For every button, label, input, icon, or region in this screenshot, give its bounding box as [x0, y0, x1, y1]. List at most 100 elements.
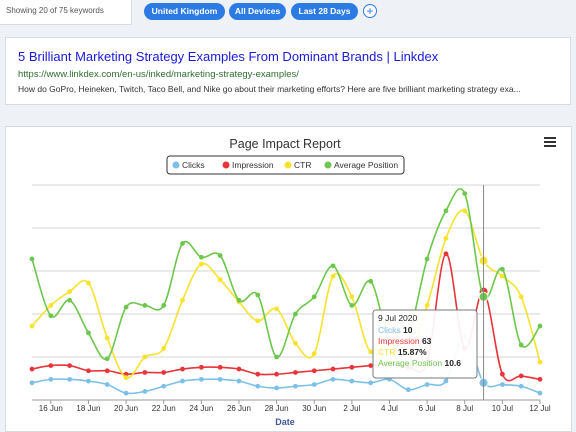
- ctr-point: [255, 318, 261, 324]
- country-filter-chip[interactable]: United Kingdom: [144, 3, 225, 20]
- average-position-point: [499, 266, 505, 272]
- clicks-point: [255, 383, 261, 389]
- x-tick-label: 28 Jun: [265, 404, 289, 413]
- impression-point: [123, 371, 129, 377]
- chart-menu-icon[interactable]: [544, 137, 556, 147]
- impression-point: [349, 364, 355, 370]
- result-url: https://www.linkdex.com/en-us/inked/mark…: [18, 69, 299, 80]
- impression-point: [293, 370, 298, 375]
- tooltip-date: 9 Jul 2020: [378, 313, 417, 323]
- clicks-point: [537, 390, 543, 396]
- clicks-point: [518, 383, 524, 389]
- impression-point: [180, 366, 185, 372]
- tooltip-box: [372, 309, 478, 379]
- impression-point: [368, 363, 374, 368]
- ctr-point: [161, 346, 167, 351]
- average-position-point: [180, 241, 185, 246]
- impression-point: [236, 366, 242, 372]
- x-tick-label: 24 Jun: [189, 404, 213, 413]
- keyword-count-panel: Showing 20 of 75 keywords: [0, 0, 132, 25]
- keyword-count-text: Showing 20 of 75 keywords: [6, 6, 104, 15]
- search-result-card: 5 Brilliant Marketing Strategy Examples …: [5, 37, 571, 105]
- average-position-point: [330, 263, 336, 269]
- average-position-point: [198, 254, 204, 260]
- x-tick-label: 20 Jun: [114, 404, 138, 413]
- add-filter-icon[interactable]: +: [363, 4, 377, 18]
- clicks-point: [499, 382, 505, 387]
- ctr-point: [180, 297, 185, 303]
- device-filter-chip[interactable]: All Devices: [229, 3, 286, 20]
- average-position-point: [217, 253, 223, 258]
- ctr-point: [537, 359, 543, 365]
- ctr-point: [123, 375, 129, 381]
- impression-point: [443, 251, 449, 257]
- x-tick-label: 10 Jul: [492, 404, 514, 413]
- ctr-point: [443, 235, 449, 241]
- impression-point: [29, 366, 35, 372]
- x-tick-label: 12 Jul: [529, 404, 551, 413]
- average-position-point: [67, 297, 73, 303]
- average-position-point: [349, 303, 355, 308]
- average-position-point: [161, 303, 167, 308]
- clicks-point: [424, 382, 430, 387]
- date-range-filter-chip[interactable]: Last 28 Days: [291, 3, 358, 20]
- tooltip-clicks-row: Clicks 10: [378, 325, 413, 335]
- impression-point: [198, 364, 204, 370]
- ctr-point: [48, 303, 54, 308]
- result-title-link[interactable]: 5 Brilliant Marketing Strategy Examples …: [18, 49, 439, 64]
- average-position-point: [311, 294, 317, 300]
- impression-point: [67, 363, 73, 368]
- average-position-point: [368, 278, 374, 284]
- average-position-point: [443, 208, 449, 214]
- result-description: How do GoPro, Heineken, Twitch, Taco Bel…: [18, 84, 521, 94]
- x-tick-label: 2 Jul: [343, 404, 360, 413]
- tooltip-impression-row: Impression 63: [378, 336, 432, 346]
- ctr-point: [311, 351, 317, 356]
- average-position-point: [462, 191, 468, 197]
- ctr-point: [368, 349, 374, 355]
- ctr-legend-marker: [284, 161, 292, 169]
- average-position-point: [86, 330, 91, 336]
- ctr-point: [86, 280, 91, 286]
- ctr-legend-label: CTR: [294, 160, 311, 170]
- clicks-point: [198, 376, 204, 382]
- impression-point: [274, 371, 279, 377]
- clicks-point: [29, 380, 35, 386]
- ctr-series-line: [31, 209, 541, 379]
- average-position-legend-label: Average Position: [334, 160, 398, 170]
- x-tick-label: 6 Jul: [419, 404, 436, 413]
- clicks-point: [180, 378, 185, 384]
- average-position-point: [48, 313, 54, 319]
- clicks-point: [161, 383, 167, 389]
- average-position-point: [236, 297, 242, 303]
- clicks-point: [142, 389, 148, 394]
- average-position-point: [123, 304, 129, 310]
- ctr-point: [198, 261, 204, 267]
- x-tick-label: 18 Jun: [76, 404, 100, 413]
- clicks-point: [217, 376, 223, 382]
- ctr-point: [499, 273, 505, 279]
- average-position-point: [255, 292, 261, 298]
- impression-point: [142, 370, 148, 375]
- ctr-point: [67, 289, 73, 295]
- clicks-point: [349, 378, 355, 384]
- chart-card: [5, 126, 572, 432]
- clicks-point: [443, 378, 449, 384]
- chart-legend: Clicks Impression CTR Average Position: [166, 155, 405, 175]
- clicks-legend-label: Clicks: [182, 160, 205, 170]
- average-position-point: [104, 356, 110, 362]
- average-position-point: [518, 342, 524, 348]
- average-position-point: [537, 323, 543, 329]
- clicks-point: [368, 380, 374, 386]
- impression-point: [255, 371, 261, 377]
- ctr-point: [293, 340, 298, 346]
- filter-bar: Showing 20 of 75 keywords United Kingdom…: [0, 0, 576, 25]
- clicks-point: [236, 378, 242, 384]
- clicks-point: [123, 390, 129, 396]
- average-position-point: [142, 303, 148, 308]
- average-position-point: [293, 311, 298, 317]
- ctr-point: [462, 208, 468, 214]
- clicks-legend-marker: [172, 161, 180, 169]
